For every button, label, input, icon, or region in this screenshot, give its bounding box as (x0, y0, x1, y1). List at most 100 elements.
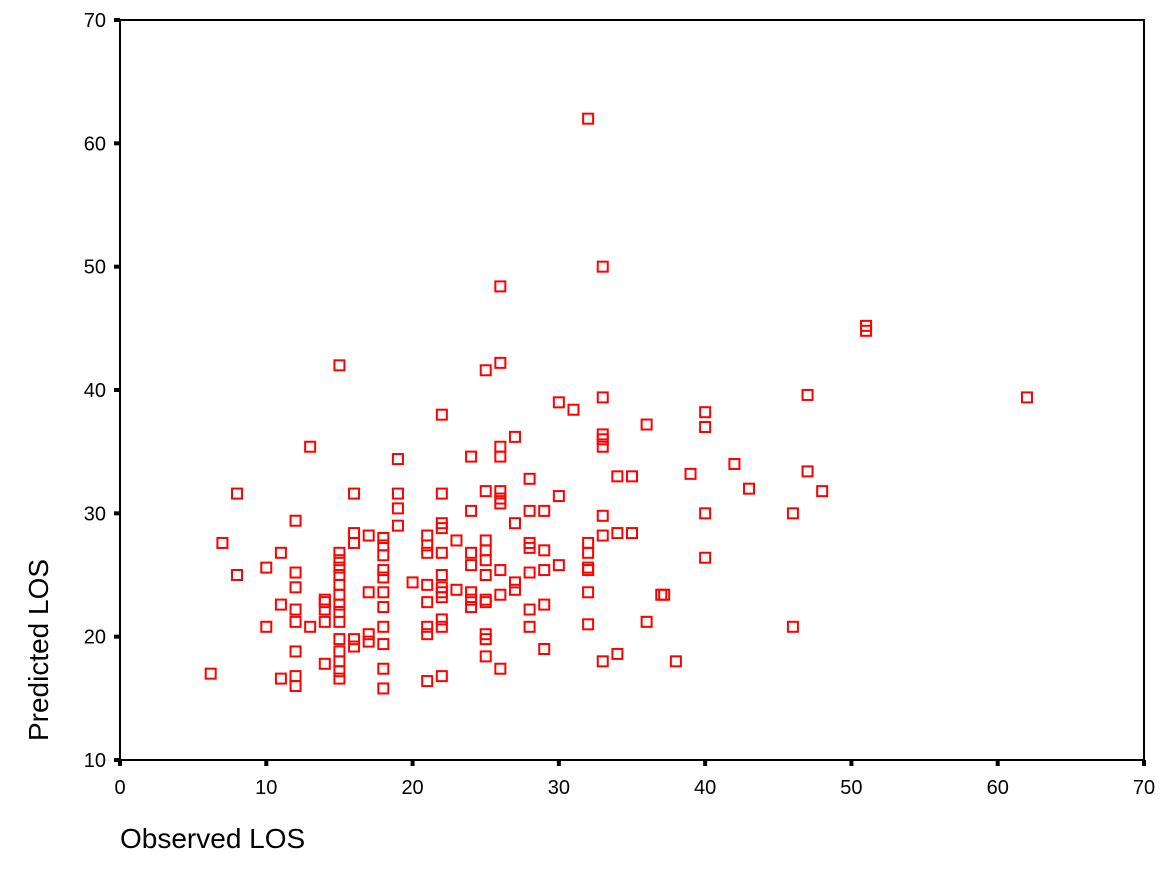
data-point (333, 554, 346, 567)
data-point (567, 403, 580, 416)
data-point (318, 615, 331, 628)
data-point (391, 519, 404, 532)
data-point (538, 598, 551, 611)
data-point (479, 534, 492, 547)
data-point (582, 618, 595, 631)
data-point (508, 576, 521, 589)
data-point (377, 682, 390, 695)
data-point (377, 564, 390, 577)
data-point (391, 487, 404, 500)
data-point (596, 391, 609, 404)
data-point (728, 458, 741, 470)
data-point (289, 566, 302, 579)
data-point (204, 667, 217, 680)
data-point (421, 529, 434, 542)
data-point (494, 440, 507, 453)
data-point (333, 578, 346, 591)
data-point (377, 601, 390, 614)
data-point (786, 620, 799, 633)
data-point (391, 453, 404, 466)
data-point (640, 418, 653, 431)
data-point (289, 645, 302, 658)
data-point (596, 440, 609, 453)
data-point (611, 527, 624, 540)
data-point (333, 655, 346, 668)
data-point (494, 485, 507, 498)
data-point (465, 593, 478, 606)
data-point (596, 509, 609, 522)
data-point (582, 586, 595, 599)
data-point (391, 502, 404, 515)
data-point (465, 546, 478, 559)
data-point (494, 492, 507, 505)
data-point (658, 588, 671, 601)
data-point (479, 554, 492, 567)
data-point (362, 628, 375, 641)
data-point (669, 655, 682, 668)
data-point (596, 260, 609, 273)
data-point (333, 633, 346, 646)
data-point (318, 593, 331, 606)
x-tick-label: 20 (401, 777, 423, 799)
data-point (333, 665, 346, 678)
data-point (538, 544, 551, 557)
data-point (406, 576, 419, 589)
data-point (523, 620, 536, 633)
data-point (611, 470, 624, 483)
data-point (508, 430, 521, 443)
data-point (523, 472, 536, 485)
y-axis-title: Predicted LOS (23, 559, 54, 741)
data-point (465, 559, 478, 572)
data-point (348, 536, 361, 549)
data-point (582, 546, 595, 559)
data-point (450, 534, 463, 547)
data-point (421, 628, 434, 641)
x-tick-label: 30 (548, 777, 570, 799)
data-point (699, 421, 712, 433)
data-point (479, 628, 492, 641)
data-point (479, 569, 492, 581)
data-point (348, 640, 361, 653)
data-point (421, 620, 434, 633)
data-point (479, 485, 492, 498)
data-point (596, 655, 609, 668)
data-point (640, 615, 653, 628)
data-point (626, 470, 638, 483)
x-tick-label: 50 (840, 777, 862, 799)
data-point (479, 544, 492, 557)
data-point (494, 450, 507, 463)
data-point (786, 507, 799, 520)
data-point (289, 615, 302, 628)
data-point (596, 428, 609, 441)
data-point (699, 551, 712, 564)
x-tick-label: 60 (987, 777, 1009, 799)
data-point (523, 603, 536, 616)
data-point (377, 638, 390, 651)
data-point (421, 546, 434, 559)
data-point (699, 406, 712, 419)
data-point (304, 620, 317, 633)
y-tick-label: 40 (84, 380, 106, 402)
data-point (333, 615, 346, 628)
data-point (626, 527, 638, 540)
data-point (421, 539, 434, 552)
data-point (435, 613, 448, 626)
data-point (465, 504, 478, 517)
data-point (494, 564, 507, 577)
data-point (435, 487, 448, 500)
data-point (333, 598, 346, 611)
x-axis-title: Observed LOS (120, 823, 305, 854)
data-point (333, 672, 346, 685)
data-point (333, 588, 346, 601)
data-point (508, 517, 521, 530)
data-point (435, 569, 448, 581)
data-point (318, 657, 331, 670)
data-point (611, 647, 624, 660)
data-point (552, 490, 565, 503)
data-point (435, 546, 448, 559)
data-point (362, 529, 375, 542)
y-tick-label: 20 (84, 627, 106, 649)
data-point (699, 507, 712, 520)
data-point (435, 620, 448, 633)
